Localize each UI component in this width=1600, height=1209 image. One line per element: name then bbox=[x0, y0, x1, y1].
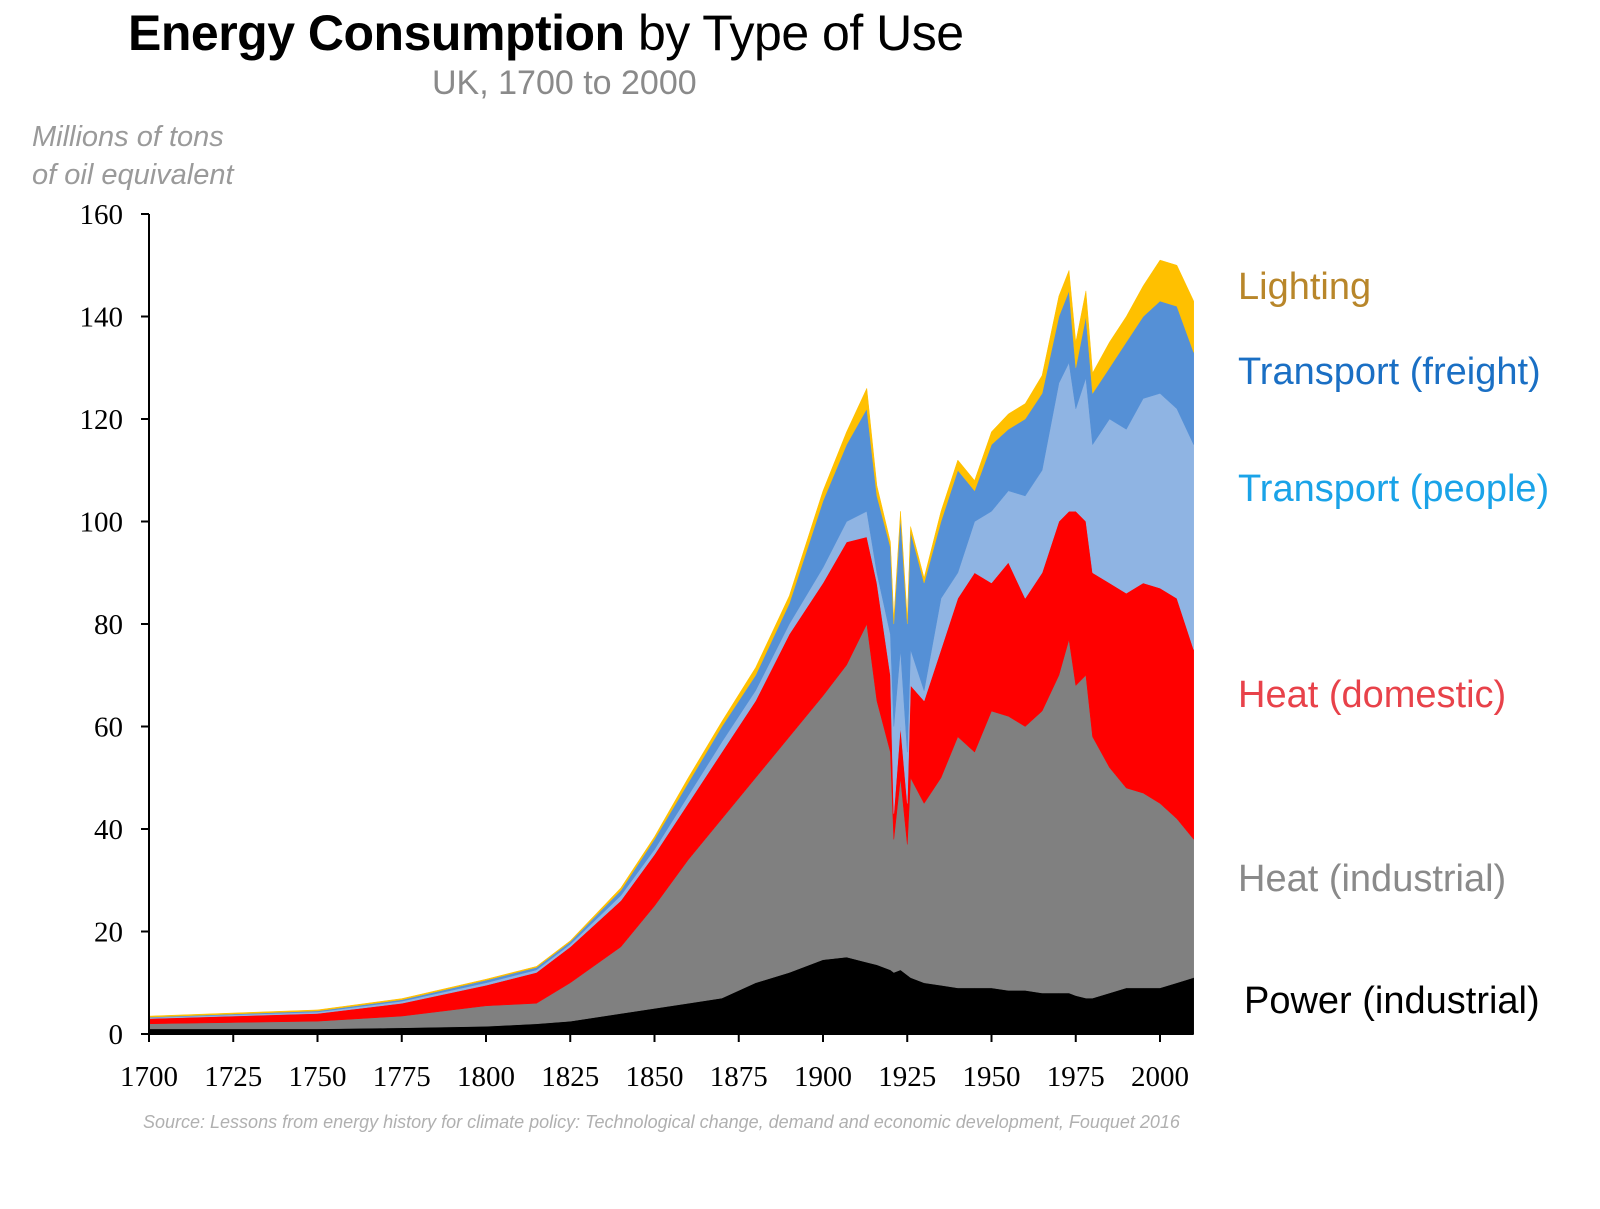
x-tick-label: 2000 bbox=[1131, 1061, 1189, 1093]
y-axis-label: Millions of tons of oil equivalent bbox=[32, 118, 234, 194]
y-tick-label: 80 bbox=[94, 609, 123, 641]
x-tick-label: 1750 bbox=[289, 1061, 347, 1093]
area-layers bbox=[148, 259, 1194, 1035]
x-tick-label: 1725 bbox=[204, 1061, 262, 1093]
chart-title-bold: Energy Consumption bbox=[128, 5, 625, 61]
y-tick-label: 60 bbox=[94, 712, 123, 744]
series-label: Heat (domestic) bbox=[1238, 674, 1507, 716]
source-note: Source: Lessons from energy history for … bbox=[143, 1112, 1180, 1132]
series-label: Power (industrial) bbox=[1244, 980, 1540, 1022]
x-tick-label: 1825 bbox=[541, 1061, 599, 1093]
x-tick-label: 1975 bbox=[1047, 1061, 1105, 1093]
x-tick-label: 1900 bbox=[794, 1061, 852, 1093]
y-tick-label: 140 bbox=[80, 302, 124, 334]
series-label: Lighting bbox=[1238, 266, 1372, 308]
y-axis-label-line2: of oil equivalent bbox=[32, 159, 234, 191]
x-tick-label: 1775 bbox=[373, 1061, 431, 1093]
y-tick-label: 120 bbox=[80, 404, 124, 436]
y-axis-label-line1: Millions of tons bbox=[32, 121, 224, 153]
chart-subtitle: UK, 1700 to 2000 bbox=[432, 64, 697, 102]
series-label: Transport (freight) bbox=[1238, 351, 1541, 393]
y-tick-label: 160 bbox=[80, 199, 124, 231]
x-tick-label: 1950 bbox=[963, 1061, 1021, 1093]
y-tick-label: 20 bbox=[94, 917, 123, 949]
x-tick-label: 1875 bbox=[710, 1061, 768, 1093]
y-tick-label: 0 bbox=[109, 1019, 124, 1051]
y-tick-label: 100 bbox=[80, 507, 124, 539]
axes: 0 20 40 60 80 100 120 140 160 1700 1725 1750 1775 180… bbox=[80, 199, 1194, 1093]
area-lighting bbox=[148, 259, 1194, 1018]
chart-title: Energy Consumption by Type of Use bbox=[128, 4, 964, 62]
chart-title-rest: by Type of Use bbox=[624, 5, 964, 61]
x-tick-label: 1925 bbox=[878, 1061, 936, 1093]
x-tick-label: 1700 bbox=[120, 1061, 178, 1093]
x-tick-label: 1850 bbox=[626, 1061, 684, 1093]
x-tick-label: 1800 bbox=[457, 1061, 515, 1093]
series-label: Transport (people) bbox=[1238, 468, 1550, 510]
y-tick-label: 40 bbox=[94, 814, 123, 846]
series-label: Heat (industrial) bbox=[1238, 858, 1507, 900]
